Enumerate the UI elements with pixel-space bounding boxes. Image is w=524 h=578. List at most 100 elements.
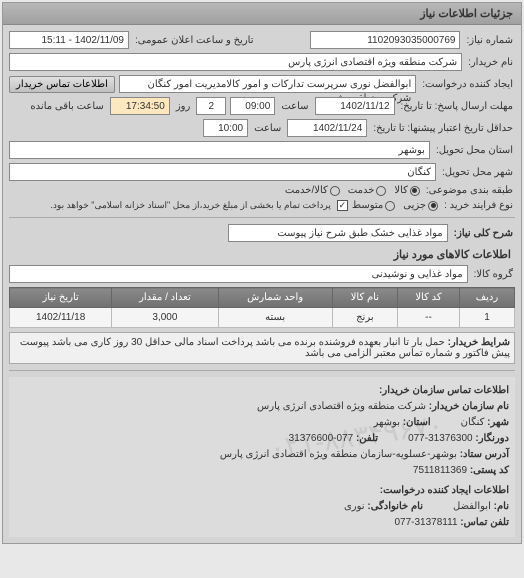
city-value: کنگان	[9, 163, 436, 181]
td-unit: بسته	[218, 308, 332, 328]
address-label: آدرس ستاد:	[460, 449, 509, 460]
th-index: ردیف	[459, 288, 514, 308]
validity-date: 1402/11/24	[287, 119, 367, 137]
td-qty: 3,000	[112, 308, 218, 328]
buyer-value: شرکت منطقه ویژه اقتصادی انرژی پارس	[9, 53, 462, 71]
org-value: شرکت منطقه ویژه اقتصادی انرژی پارس	[257, 401, 426, 412]
goods-section-title: اطلاعات کالاهای مورد نیاز	[13, 248, 511, 261]
table-row[interactable]: 1 -- برنج بسته 3,000 1402/11/18	[10, 308, 515, 328]
postal-value: 7511811369	[413, 465, 467, 476]
row-city: شهر محل تحویل: کنگان	[9, 163, 515, 181]
radio-icon	[428, 201, 438, 211]
payment-option-0[interactable]: جزیی	[403, 200, 438, 211]
contact-city-label: شهر:	[487, 417, 509, 428]
creator-lname-label: نام خانوادگی:	[367, 501, 423, 512]
payment-note-checkbox[interactable]	[337, 200, 348, 211]
announce-label: تاریخ و ساعت اعلان عمومی:	[133, 35, 256, 46]
packaging-radio-group: کالا خدمت کالا/خدمت	[285, 185, 420, 196]
validity-label: حداقل تاریخ اعتبار پیشنها: تا تاریخ:	[371, 123, 515, 134]
packaging-option-0[interactable]: کالا	[394, 185, 420, 196]
packaging-label: طبقه بندی موضوعی:	[424, 185, 515, 196]
row-validity: حداقل تاریخ اعتبار پیشنها: تا تاریخ: 140…	[9, 119, 515, 137]
th-qty: تعداد / مقدار	[112, 288, 218, 308]
requester-value: ابوالفضل نوری سرپرست تدارکات و امور کالا…	[119, 75, 416, 93]
deadline-time-label: ساعت	[279, 101, 310, 112]
packaging-option-1[interactable]: خدمت	[348, 185, 387, 196]
creator-name-label: نام:	[494, 501, 509, 512]
row-deadline: مهلت ارسال پاسخ: تا تاریخ: 1402/11/12 سا…	[9, 97, 515, 115]
conditions-label: شرایط خریدار:	[448, 337, 510, 348]
deadline-remaining-label: ساعت باقی مانده	[28, 101, 105, 112]
radio-icon	[410, 186, 420, 196]
payment-option-1[interactable]: متوسط	[352, 200, 395, 211]
conditions-text: حمل بار تا انبار بعهده فروشنده برنده می …	[20, 337, 510, 359]
postal-label: کد پستی:	[470, 465, 509, 476]
request-number-label: شماره نیاز:	[464, 35, 515, 46]
payment-label: نوع فرایند خرید :	[442, 200, 515, 211]
deadline-label: مهلت ارسال پاسخ: تا تاریخ:	[399, 101, 515, 112]
td-date: 1402/11/18	[10, 308, 112, 328]
org-label: نام سازمان خریدار:	[429, 401, 509, 412]
row-province: استان محل تحویل: بوشهر	[9, 141, 515, 159]
main-desc-value: مواد غذایی خشک طبق شرح نیاز پیوست	[228, 224, 448, 242]
deadline-days: 2	[196, 97, 226, 115]
contact-info-button[interactable]: اطلاعات تماس خریدار	[9, 76, 115, 93]
creator-lname: نوری	[344, 501, 365, 512]
contact-section: اطلاعات تماس سازمان خریدار: نام سازمان خ…	[9, 377, 515, 537]
validity-time: 10:00	[203, 119, 248, 137]
row-buyer: نام خریدار: شرکت منطقه ویژه اقتصادی انرژ…	[9, 53, 515, 71]
buyer-label: نام خریدار:	[466, 57, 515, 68]
fax-label: دورنگار:	[475, 433, 509, 444]
goods-group-value: مواد غذایی و نوشیدنی	[9, 265, 468, 283]
creator-phone: 31378111-077	[394, 517, 457, 528]
td-code: --	[398, 308, 460, 328]
row-goods-group: گروه کالا: مواد غذایی و نوشیدنی	[9, 265, 515, 283]
th-code: کد کالا	[398, 288, 460, 308]
row-request-number: شماره نیاز: 1102093035000769 تاریخ و ساع…	[9, 31, 515, 49]
radio-icon	[385, 201, 395, 211]
main-desc-label: شرح کلی نیاز:	[452, 228, 515, 239]
contact-title: اطلاعات تماس سازمان خریدار:	[15, 383, 509, 399]
td-index: 1	[459, 308, 514, 328]
main-panel: جزئیات اطلاعات نیاز شماره نیاز: 11020930…	[2, 2, 522, 544]
creator-name: ابوالفضل	[453, 501, 491, 512]
row-packaging: طبقه بندی موضوعی: کالا خدمت کالا/خدمت	[9, 185, 515, 196]
deadline-remaining: 17:34:50	[110, 97, 170, 115]
panel-body: شماره نیاز: 1102093035000769 تاریخ و ساع…	[3, 25, 521, 543]
th-date: تاریخ نیاز	[10, 288, 112, 308]
request-number-value: 1102093035000769	[310, 31, 460, 49]
payment-radio-group: جزیی متوسط	[352, 200, 438, 211]
announce-value: 1402/11/09 - 15:11	[9, 31, 129, 49]
th-unit: واحد شمارش	[218, 288, 332, 308]
deadline-time: 09:00	[230, 97, 275, 115]
goods-table: ردیف کد کالا نام کالا واحد شمارش تعداد /…	[9, 287, 515, 328]
city-label: شهر محل تحویل:	[440, 167, 515, 178]
td-name: برنج	[332, 308, 397, 328]
province-value: بوشهر	[9, 141, 430, 159]
th-name: نام کالا	[332, 288, 397, 308]
row-main-desc: شرح کلی نیاز: مواد غذایی خشک طبق شرح نیا…	[9, 224, 515, 242]
deadline-day-label: روز	[174, 101, 193, 112]
goods-group-label: گروه کالا:	[472, 269, 515, 280]
payment-note: پرداخت تمام یا بخشی از مبلغ خرید،از محل …	[48, 200, 332, 211]
row-payment: نوع فرایند خرید : جزیی متوسط پرداخت تمام…	[9, 200, 515, 211]
table-header-row: ردیف کد کالا نام کالا واحد شمارش تعداد /…	[10, 288, 515, 308]
creator-title: اطلاعات ایجاد کننده درخواست:	[15, 483, 509, 499]
phone-label: تلفن:	[356, 433, 378, 444]
radio-icon	[330, 186, 340, 196]
contact-province: بوشهر	[374, 417, 400, 428]
packaging-option-2[interactable]: کالا/خدمت	[285, 185, 340, 196]
conditions-box: شرایط خریدار: حمل بار تا انبار بعهده فرو…	[9, 332, 515, 364]
creator-phone-label: تلفن تماس:	[460, 517, 509, 528]
row-requester: ایجاد کننده درخواست: ابوالفضل نوری سرپرس…	[9, 75, 515, 93]
radio-icon	[376, 186, 386, 196]
panel-title: جزئیات اطلاعات نیاز	[3, 3, 521, 25]
fax-value: 31376300-077	[408, 433, 473, 444]
phone-value: 077-31376600	[289, 433, 354, 444]
province-label: استان محل تحویل:	[434, 145, 515, 156]
contact-province-label: استان:	[403, 417, 431, 428]
contact-city: کنگان	[461, 417, 485, 428]
requester-label: ایجاد کننده درخواست:	[420, 79, 515, 90]
deadline-date: 1402/11/12	[315, 97, 395, 115]
validity-time-label: ساعت	[252, 123, 283, 134]
